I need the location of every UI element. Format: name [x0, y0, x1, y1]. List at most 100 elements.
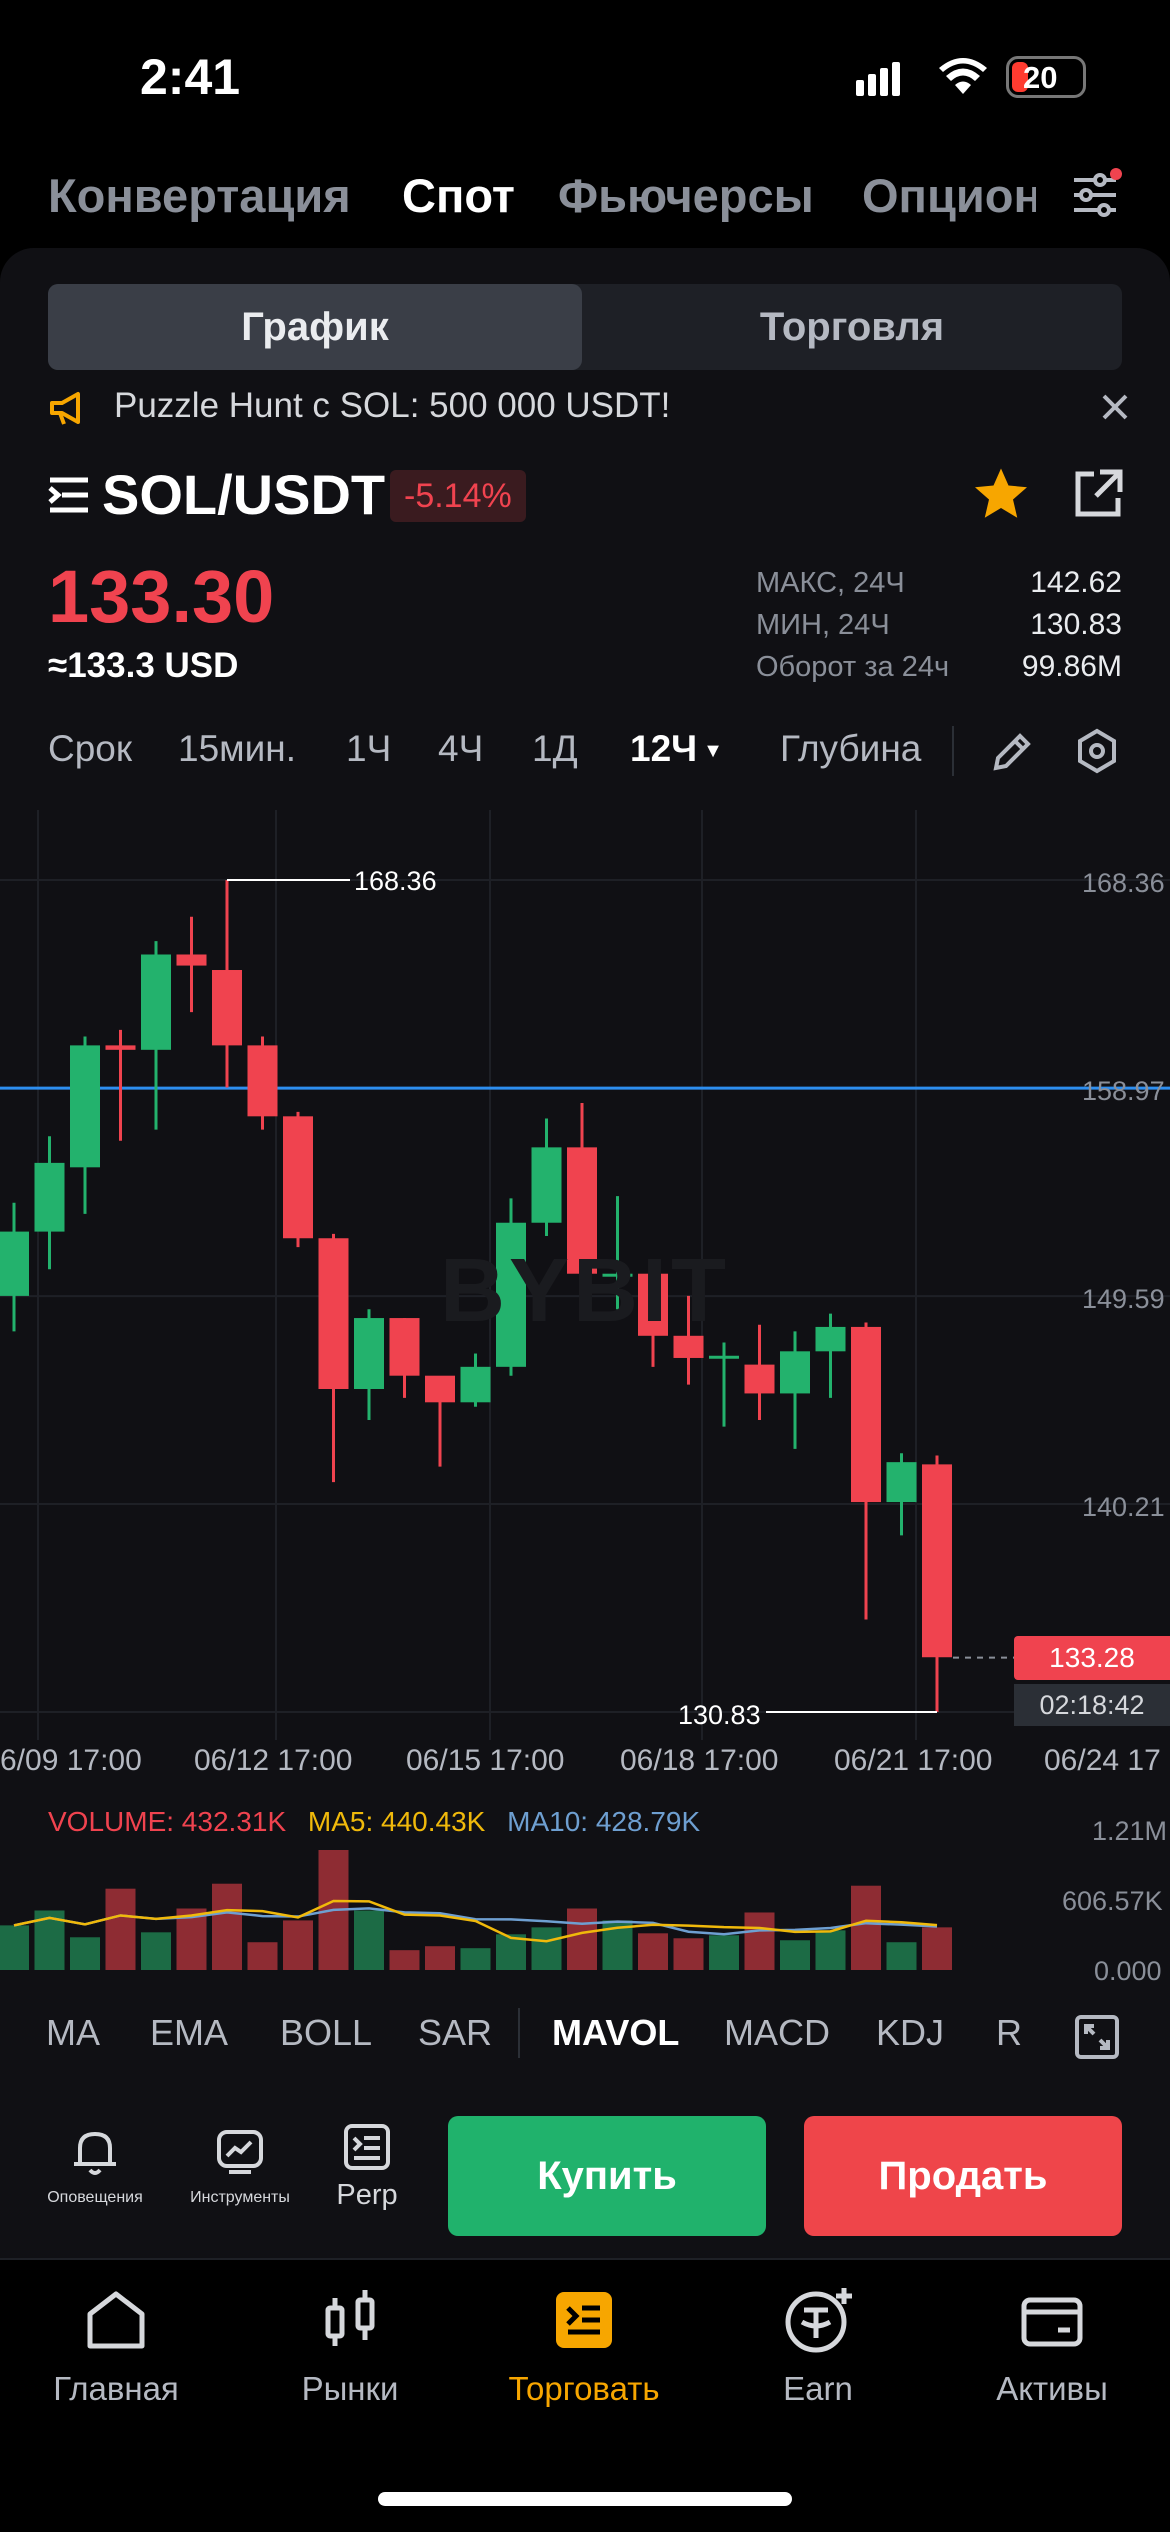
- indicator-mavol[interactable]: MAVOL: [552, 2012, 680, 2053]
- battery-level: 20: [1023, 60, 1058, 95]
- chevron-down-icon: ▼: [703, 739, 723, 762]
- buy-button[interactable]: Купить: [448, 2116, 766, 2236]
- close-icon[interactable]: [1100, 392, 1130, 427]
- nav-markets[interactable]: [250, 2286, 450, 2426]
- volume-bar: [460, 1948, 491, 1970]
- menu-list-icon[interactable]: [48, 474, 90, 521]
- volume-legend: VOLUME: 432.31K MA5: 440.43K MA10: 428.7…: [48, 1806, 700, 1838]
- vol-tick-2: 606.57K: [1062, 1886, 1163, 1916]
- indicator-ma[interactable]: MA: [46, 2012, 100, 2053]
- low-marker-label: 130.83: [678, 1700, 761, 1730]
- candle-body: [460, 1366, 491, 1403]
- divider: [518, 2008, 520, 2058]
- chart-settings-icon[interactable]: [1074, 728, 1120, 779]
- candle-body: [744, 1364, 775, 1394]
- nav-earn[interactable]: [718, 2286, 918, 2426]
- sell-button[interactable]: Продать: [804, 2116, 1122, 2236]
- volume-bar: [70, 1937, 100, 1970]
- alerts-label: Оповещения: [47, 2189, 143, 2206]
- nav-trade[interactable]: [484, 2286, 684, 2426]
- candle-body: [851, 1326, 881, 1503]
- candle-body: [354, 1318, 384, 1389]
- tools-button[interactable]: Инструменты: [176, 2124, 304, 2234]
- last-price: 133.30: [48, 555, 275, 638]
- volume-bar: [638, 1933, 668, 1970]
- perp-icon: [344, 2124, 390, 2170]
- candle-body: [531, 1147, 562, 1223]
- tab-convert[interactable]: Конвертация: [48, 169, 351, 222]
- trade-icon: [556, 2292, 612, 2348]
- volume-bar: [780, 1940, 810, 1970]
- indicator-macd[interactable]: MACD: [724, 2012, 830, 2053]
- home-icon: [87, 2291, 145, 2349]
- tab-futures[interactable]: Фьючерсы: [558, 169, 814, 222]
- volume-bar: [709, 1935, 739, 1970]
- timeframe-15m[interactable]: 15мин.: [178, 728, 296, 769]
- alerts-button[interactable]: Оповещения: [36, 2124, 154, 2234]
- current-price-tag: 133.28: [1014, 1636, 1170, 1680]
- stat-value-turnover: 99.86M: [1021, 650, 1122, 683]
- volume-bar: [531, 1927, 562, 1970]
- signal-icon: [856, 60, 902, 101]
- pair-name[interactable]: SOL/USDT: [102, 463, 386, 526]
- volume-bar: [283, 1920, 313, 1970]
- volume-value: VOLUME: 432.31K: [48, 1806, 287, 1837]
- candle-body: [70, 1045, 100, 1168]
- x-tick-2: 06/12 17:00: [194, 1744, 353, 1777]
- volume-ma10: MA10: 428.79K: [507, 1806, 701, 1837]
- share-icon[interactable]: [1070, 466, 1126, 527]
- indicator-kdj[interactable]: KDJ: [876, 2012, 945, 2053]
- settings-sliders-icon[interactable]: [1070, 168, 1124, 227]
- candle-body: [176, 954, 207, 966]
- fullscreen-icon[interactable]: [1074, 2014, 1120, 2065]
- high-marker-label: 168.36: [354, 866, 437, 896]
- volume-bar: [815, 1930, 846, 1970]
- segment-trade-button[interactable]: Торговля: [759, 304, 945, 349]
- candle-body: [709, 1355, 739, 1359]
- candlestick-chart[interactable]: [0, 810, 1170, 1740]
- volume-ma5-line: [13, 1899, 938, 1943]
- timeframe-depth[interactable]: Глубина: [780, 728, 922, 769]
- banner-text[interactable]: Puzzle Hunt с SOL: 500 000 USDT!: [114, 386, 671, 425]
- nav-home[interactable]: [16, 2286, 216, 2426]
- home-indicator: [378, 2492, 792, 2506]
- x-tick-3: 06/15 17:00: [406, 1744, 565, 1777]
- tab-options[interactable]: Опцион: [862, 169, 1036, 222]
- star-icon[interactable]: [970, 464, 1032, 529]
- segment-chart-button[interactable]: График: [48, 284, 582, 370]
- timeframe-term[interactable]: Срок: [48, 728, 133, 769]
- timeframe-4h[interactable]: 4Ч: [438, 728, 484, 769]
- candle-body: [673, 1335, 704, 1358]
- indicator-ema[interactable]: EMA: [150, 2012, 229, 2053]
- y-tick-4: 140.21: [1082, 1492, 1165, 1522]
- tab-spot[interactable]: Спот: [402, 169, 515, 222]
- volume-bar: [496, 1934, 526, 1970]
- candle-body: [389, 1318, 420, 1376]
- candle-body: [105, 1045, 136, 1050]
- pencil-icon[interactable]: [990, 730, 1034, 779]
- timeframe-1h[interactable]: 1Ч: [346, 728, 392, 769]
- candle-body: [496, 1222, 526, 1367]
- timeframe-12h-label: 12Ч: [630, 728, 698, 769]
- view-segment: График Торговля: [48, 284, 1122, 370]
- volume-chart: [0, 1850, 952, 1970]
- timeframe-1d[interactable]: 1Д: [532, 728, 578, 769]
- indicator-sar[interactable]: SAR: [418, 2012, 493, 2053]
- indicator-boll[interactable]: BOLL: [280, 2012, 373, 2053]
- timeframe-12h[interactable]: 12Ч ▼: [630, 728, 723, 770]
- stats-values: 142.62 130.83 99.86M: [1022, 562, 1122, 688]
- indicator-r[interactable]: R: [996, 2012, 1022, 2053]
- volume-bar: [851, 1885, 881, 1970]
- nav-assets[interactable]: [952, 2286, 1152, 2426]
- candle-body: [567, 1147, 597, 1274]
- volume-bar: [922, 1927, 952, 1970]
- perp-button[interactable]: Perp: [322, 2120, 412, 2230]
- candle-body: [425, 1375, 455, 1403]
- wifi-icon: [938, 58, 988, 101]
- volume-bar: [354, 1910, 384, 1970]
- candle-body: [815, 1326, 846, 1352]
- perp-label: Perp: [336, 2179, 398, 2211]
- status-time: 2:41: [140, 49, 241, 105]
- x-tick-5: 06/21 17:00: [834, 1744, 993, 1777]
- candle-countdown: 02:18:42: [1014, 1684, 1170, 1726]
